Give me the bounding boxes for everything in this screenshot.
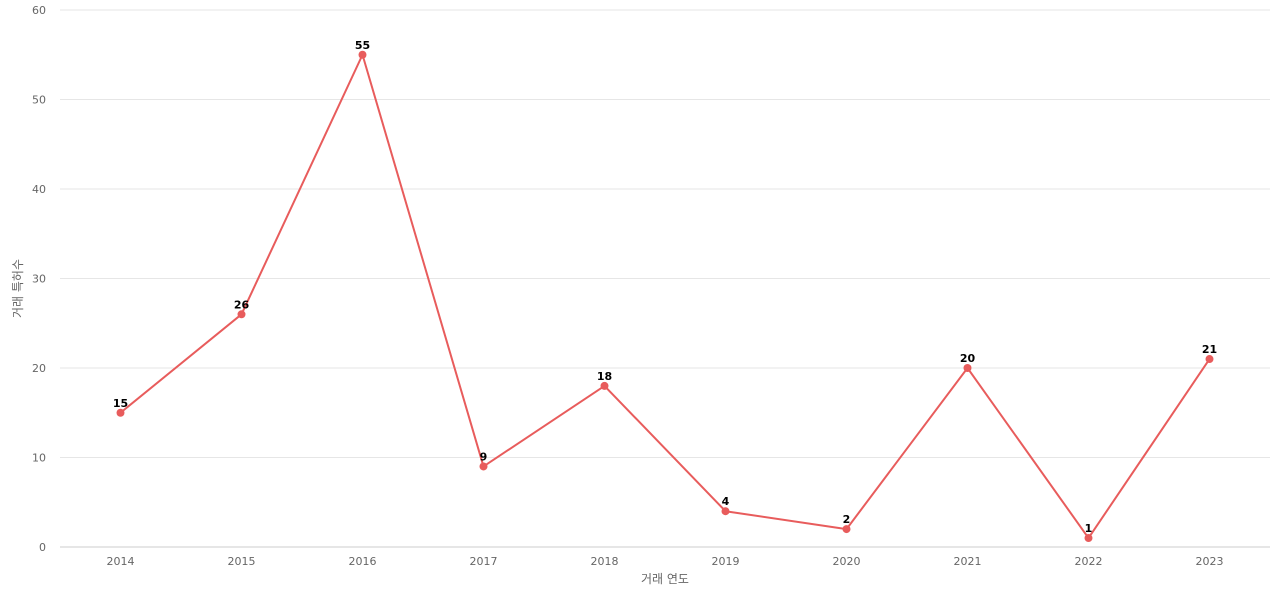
x-tick-label: 2021 xyxy=(954,555,982,568)
y-tick-label: 20 xyxy=(32,362,46,375)
x-tick-label: 2016 xyxy=(349,555,377,568)
y-tick-label: 40 xyxy=(32,183,46,196)
data-label: 20 xyxy=(960,352,976,365)
data-point[interactable] xyxy=(963,364,972,372)
data-point[interactable] xyxy=(842,525,851,534)
series-line xyxy=(119,53,1211,540)
series-group xyxy=(116,50,1214,543)
data-point[interactable] xyxy=(116,408,125,417)
x-tick-label: 2018 xyxy=(591,555,619,568)
data-label: 2 xyxy=(843,513,851,526)
x-axis-title: 거래 연도 xyxy=(641,572,689,586)
data-label: 18 xyxy=(597,370,612,383)
data-label: 55 xyxy=(355,39,370,52)
data-point[interactable] xyxy=(237,310,246,319)
data-label: 9 xyxy=(480,450,488,463)
data-label: 4 xyxy=(722,495,730,508)
x-tick-label: 2019 xyxy=(712,555,740,568)
data-label: 1 xyxy=(1085,522,1093,535)
data-point[interactable] xyxy=(1084,534,1093,543)
y-tick-label: 0 xyxy=(39,541,46,554)
data-point[interactable] xyxy=(479,462,488,471)
x-tick-label: 2015 xyxy=(228,555,256,568)
data-point[interactable] xyxy=(721,507,730,516)
y-tick-label: 60 xyxy=(32,4,46,17)
data-label: 26 xyxy=(234,298,250,311)
data-point[interactable] xyxy=(358,50,367,59)
gridlines xyxy=(60,9,1270,548)
x-tick-label: 2017 xyxy=(470,555,498,568)
y-tick-label: 50 xyxy=(32,94,46,107)
x-axis-ticks: 2014 2015 2016 2017 2018 2019 2020 2021 2022 2023 xyxy=(107,555,1224,568)
x-tick-label: 2022 xyxy=(1075,555,1103,568)
data-point[interactable] xyxy=(1205,355,1214,364)
x-tick-label: 2020 xyxy=(833,555,861,568)
data-label: 15 xyxy=(113,397,128,410)
y-axis-ticks: 0 10 20 30 40 50 60 xyxy=(32,4,46,554)
data-label: 21 xyxy=(1202,343,1217,356)
x-tick-label: 2023 xyxy=(1196,555,1224,568)
x-tick-label: 2014 xyxy=(107,555,135,568)
y-tick-label: 10 xyxy=(32,452,46,465)
y-axis-title: 거래 특허수 xyxy=(11,259,25,318)
y-tick-label: 30 xyxy=(32,273,46,286)
data-point[interactable] xyxy=(600,381,609,390)
data-labels: 15 26 55 9 18 4 2 20 1 21 xyxy=(113,39,1217,535)
